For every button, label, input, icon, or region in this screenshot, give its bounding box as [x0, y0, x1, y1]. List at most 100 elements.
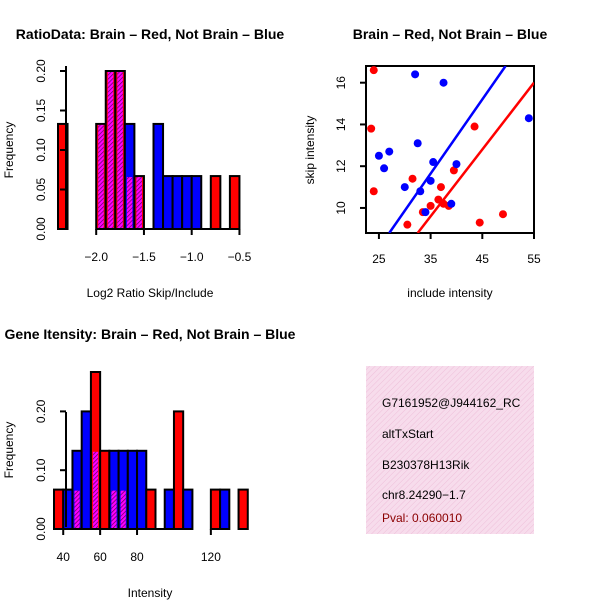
scatter-y-ticks: 10 12 14 16 — [334, 76, 366, 215]
brain-point-2 — [369, 187, 378, 196]
ratio-y-tick-label: 0.05 — [34, 177, 48, 201]
scatter-x-tick-label: 45 — [476, 252, 490, 266]
bar-intensity-13 — [182, 488, 194, 530]
brain-point-12 — [470, 122, 479, 131]
scatter-points — [367, 66, 533, 229]
scatter-x-tick-label: 25 — [372, 252, 386, 266]
bar-ratio-10 — [190, 175, 203, 231]
ratio-y-tick-label: 0.10 — [34, 138, 48, 162]
info-panel: G7161952@J944162_RC altTxStart B230378H1… — [366, 366, 534, 534]
not-brain-point-11 — [447, 199, 456, 208]
intensity-histogram: Gene Itensity: Brain – Red, Not Brain – … — [2, 326, 296, 600]
bar-overlap-intensity-2 — [74, 490, 80, 528]
scatter-x-ticks: 25 35 45 55 — [372, 233, 541, 266]
brain-point-8 — [436, 183, 445, 192]
brain-point-11 — [449, 166, 458, 175]
not-brain-point-13 — [524, 114, 533, 123]
bar-ratio-7 — [162, 175, 174, 231]
ratio-y-tick-label: 0.15 — [34, 98, 48, 122]
not-brain-point-1 — [380, 164, 389, 173]
brain-point-0 — [369, 66, 378, 75]
scatter-y-tick-label: 14 — [334, 117, 348, 131]
brain-point-1 — [367, 124, 376, 133]
ratio-chart-title: RatioData: Brain – Red, Not Brain – Blue — [16, 26, 285, 42]
ratio-y-tick-label: 0.20 — [34, 59, 48, 83]
intensity-x-ticks: 40 60 80 120 — [57, 529, 221, 564]
brain-point-6 — [426, 201, 435, 210]
scatter-y-tick-label: 16 — [334, 76, 348, 90]
bar-ratio-6 — [152, 122, 165, 230]
ratio-histogram: RatioData: Brain – Red, Not Brain – Blue… — [2, 26, 284, 300]
info-gene: B230378H13Rik — [382, 458, 470, 472]
not-brain-point-12 — [452, 160, 461, 169]
bar-intensity-11 — [163, 488, 175, 530]
ratio-y-label: Frequency — [2, 122, 16, 179]
not-brain-fit-line — [388, 66, 507, 233]
not-brain-point-7 — [421, 208, 430, 217]
scatter-y-tick-label: 12 — [334, 159, 348, 173]
intensity-y-tick-label: 0.10 — [34, 458, 48, 482]
intensity-x-tick-label: 80 — [130, 550, 144, 564]
bar-overlap-intensity-6 — [111, 490, 117, 528]
bar-ratio-11 — [209, 175, 222, 231]
scatter-x-label: include intensity — [407, 286, 492, 300]
bar-overlap-ratio-2 — [107, 72, 114, 228]
brain-fit-line — [416, 81, 534, 233]
bar-intensity-1 — [62, 488, 74, 530]
bar-intensity-0 — [53, 488, 65, 530]
bar-intensity-10 — [145, 488, 157, 530]
ratio-x-ticks: −2.0 −1.5 −1.0 −0.5 — [84, 229, 252, 264]
scatter-x-tick-label: 35 — [424, 252, 438, 266]
ratio-x-tick-label: −1.5 — [132, 250, 156, 264]
bar-overlap-ratio-3 — [117, 72, 123, 228]
intensity-bars — [53, 371, 249, 530]
ratio-x-label: Log2 Ratio Skip/Include — [87, 286, 214, 300]
not-brain-point-8 — [426, 176, 435, 185]
intensity-y-label: Frequency — [2, 422, 16, 479]
info-id-line: G7161952@J944162_RC — [382, 396, 521, 410]
brain-point-4 — [408, 174, 417, 183]
not-brain-point-5 — [413, 139, 422, 148]
ratio-x-tick-label: −0.5 — [228, 250, 252, 264]
info-pval: Pval: 0.060010 — [382, 511, 462, 525]
bar-overlap-intensity-4 — [92, 451, 99, 528]
intensity-x-tick-label: 40 — [57, 550, 71, 564]
scatter-plot: Brain – Red, Not Brain – Blue 25 35 45 55 1… — [303, 26, 547, 300]
not-brain-point-9 — [429, 158, 438, 167]
bar-intensity-5 — [99, 449, 111, 530]
bar-intensity-8 — [126, 449, 139, 530]
bar-overlap-ratio-1 — [98, 124, 104, 228]
bar-intensity-3 — [80, 410, 92, 530]
brain-point-3 — [403, 220, 412, 229]
info-location: chr8.24290−1.7 — [382, 488, 466, 502]
intensity-x-tick-label: 60 — [93, 550, 107, 564]
scatter-y-tick-label: 10 — [334, 201, 348, 215]
intensity-y-tick-label: 0.00 — [34, 517, 48, 541]
bar-overlap-intensity-7 — [120, 490, 126, 528]
scatter-y-label: skip intensity — [303, 116, 317, 185]
scatter-fit-lines — [388, 66, 534, 233]
not-brain-point-0 — [374, 151, 383, 160]
scatter-x-tick-label: 55 — [527, 252, 541, 266]
intensity-x-tick-label: 120 — [201, 550, 221, 564]
ratio-x-tick-label: −1.0 — [180, 250, 204, 264]
not-brain-point-10 — [439, 78, 448, 87]
bar-ratio-8 — [171, 175, 184, 231]
bar-intensity-15 — [219, 488, 231, 530]
ratio-x-tick-label: −2.0 — [84, 250, 108, 264]
not-brain-point-3 — [400, 183, 409, 192]
ratio-y-ticks: 0.00 0.05 0.10 0.15 0.20 — [34, 59, 66, 241]
info-panel-background — [366, 366, 534, 534]
info-event-type: altTxStart — [382, 427, 434, 441]
not-brain-point-4 — [411, 70, 420, 79]
intensity-y-tick-label: 0.20 — [34, 399, 48, 423]
not-brain-point-2 — [385, 147, 394, 156]
not-brain-point-6 — [416, 187, 425, 196]
intensity-y-ticks: 0.00 0.10 0.20 — [34, 399, 66, 541]
bar-ratio-12 — [228, 175, 241, 231]
bar-intensity-9 — [136, 449, 148, 530]
bar-intensity-14 — [209, 488, 222, 530]
bar-intensity-12 — [172, 410, 185, 530]
bar-overlap-ratio-4 — [126, 177, 133, 228]
